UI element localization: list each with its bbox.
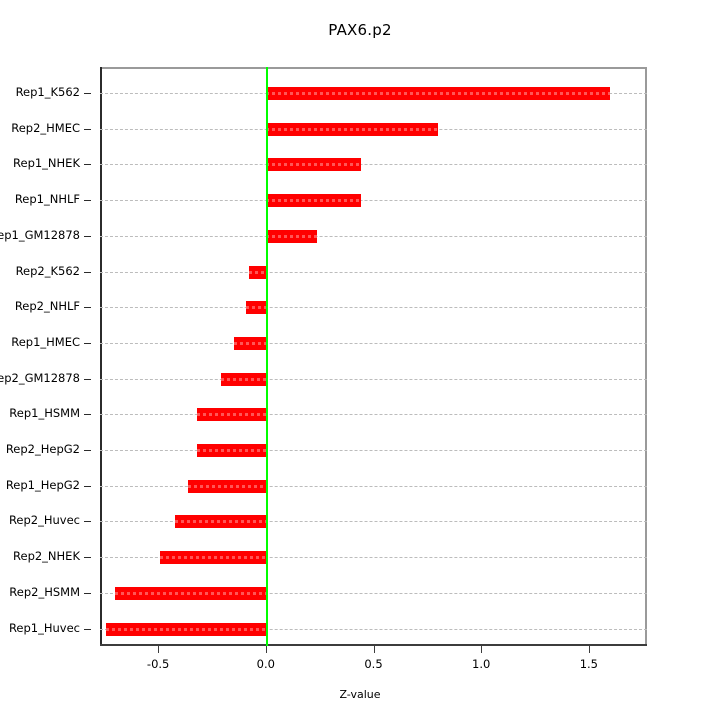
bar-hatch xyxy=(115,591,266,595)
x-axis-tick xyxy=(481,646,483,653)
y-axis-tick-label: Rep1_HMEC xyxy=(11,334,80,349)
bar xyxy=(265,122,439,136)
y-axis-tick xyxy=(84,485,91,487)
y-axis-tick xyxy=(84,592,91,594)
bar xyxy=(115,586,266,600)
x-axis-tick xyxy=(158,646,160,653)
bar xyxy=(265,87,611,100)
x-axis-tick xyxy=(265,646,267,653)
grid-line xyxy=(100,592,647,595)
y-axis-line xyxy=(100,67,102,646)
plot-border-right xyxy=(645,67,647,646)
y-axis-tick-label: Rep1_Huvec xyxy=(8,620,80,635)
y-axis-tick-label: Rep1_NHEK xyxy=(13,156,80,171)
grid-line xyxy=(100,342,647,345)
y-axis-tick xyxy=(84,164,91,166)
y-axis-tick xyxy=(84,235,91,237)
y-axis-tick-label: Rep1_GM12878 xyxy=(0,227,80,242)
bar xyxy=(248,265,266,279)
grid-line xyxy=(100,450,647,452)
bar-hatch xyxy=(196,413,266,417)
bar xyxy=(265,229,318,243)
bar-hatch xyxy=(175,520,266,524)
y-axis-tick-label: Rep2_HepG2 xyxy=(5,442,80,456)
x-axis-line xyxy=(100,644,647,646)
y-axis-tick xyxy=(84,200,91,202)
y-axis-labels: Rep1_K562 Rep2_HMEC Rep1_NHEK Rep1_NHLF Rep1… xyxy=(0,67,91,646)
y-axis-tick xyxy=(84,450,91,451)
bar-hatch xyxy=(265,127,439,131)
bar-hatch xyxy=(188,484,266,488)
bar-hatch xyxy=(265,92,611,95)
y-axis-tick-label: Rep2_HSMM xyxy=(9,584,80,599)
y-axis-tick-label: Rep2_K562 xyxy=(15,263,80,278)
y-axis-tick-label: Rep1_HSMM xyxy=(9,406,80,421)
x-axis-tick xyxy=(588,646,590,653)
bar xyxy=(220,372,266,386)
x-axis-tick-label: -0.5 xyxy=(146,657,170,671)
bar-hatch xyxy=(265,199,361,203)
y-axis-tick-label: Rep2_GM12878 xyxy=(0,370,80,385)
bar xyxy=(188,479,266,493)
bar xyxy=(160,551,266,565)
grid-line xyxy=(100,628,647,631)
bar-hatch xyxy=(106,627,266,631)
grid-line xyxy=(100,307,647,309)
y-axis-tick-label: Rep2_Huvec xyxy=(8,513,80,528)
bar xyxy=(196,444,266,457)
x-axis-tick xyxy=(373,646,375,653)
bar-hatch xyxy=(196,449,266,452)
bar xyxy=(106,622,266,636)
y-axis-tick-label: Rep2_NHEK xyxy=(13,549,80,564)
y-axis-tick xyxy=(84,342,91,344)
grid-line xyxy=(100,378,647,381)
plot-area xyxy=(100,67,647,646)
bar xyxy=(196,408,266,422)
grid-line xyxy=(100,164,647,166)
bar xyxy=(265,158,361,172)
y-axis-tick-label: Rep2_NHLF xyxy=(14,299,80,314)
bar xyxy=(175,515,266,529)
bar xyxy=(246,301,266,315)
bar-hatch xyxy=(220,377,266,381)
zero-reference-line xyxy=(265,67,268,646)
x-axis-tick-label: 0.0 xyxy=(256,657,275,671)
y-axis-tick xyxy=(84,628,91,630)
plot-border-top xyxy=(100,67,647,69)
x-axis-tick-label: 1.0 xyxy=(472,657,491,671)
bar-hatch xyxy=(233,341,266,345)
grid-line xyxy=(100,521,647,523)
y-axis-tick-label: Rep1_HepG2 xyxy=(5,477,80,492)
grid-line xyxy=(100,557,647,559)
x-axis-tick-label: 1.5 xyxy=(579,657,598,671)
y-axis-tick-label: Rep2_HMEC xyxy=(11,120,80,135)
y-axis-tick xyxy=(84,307,91,309)
grid-line xyxy=(100,235,647,238)
y-axis-tick xyxy=(84,414,91,416)
y-axis-tick xyxy=(84,271,91,273)
y-axis-tick xyxy=(84,128,91,130)
grid-line xyxy=(100,485,647,488)
bar-hatch xyxy=(265,234,318,238)
page-title: PAX6.p2 xyxy=(328,21,392,39)
y-axis-tick-label: Rep1_K562 xyxy=(15,85,80,99)
bar-hatch xyxy=(265,163,361,167)
bar xyxy=(233,336,266,350)
x-axis-tick-label: 0.5 xyxy=(364,657,383,671)
y-axis-tick xyxy=(84,557,91,559)
grid-line xyxy=(100,414,647,416)
y-axis-tick xyxy=(84,93,91,94)
grid-line xyxy=(100,271,647,274)
bar-hatch xyxy=(160,556,266,560)
y-axis-tick xyxy=(84,521,91,523)
bar-hatch xyxy=(246,306,266,310)
y-axis-tick-label: Rep1_NHLF xyxy=(14,192,80,207)
grid-line xyxy=(100,200,647,202)
y-axis-tick xyxy=(84,378,91,380)
bar xyxy=(265,194,361,208)
x-axis-title: Z-value xyxy=(339,688,381,701)
bar-hatch xyxy=(248,270,266,274)
x-axis: -0.5 0.0 0.5 1.0 1.5 Z-value xyxy=(0,646,720,720)
